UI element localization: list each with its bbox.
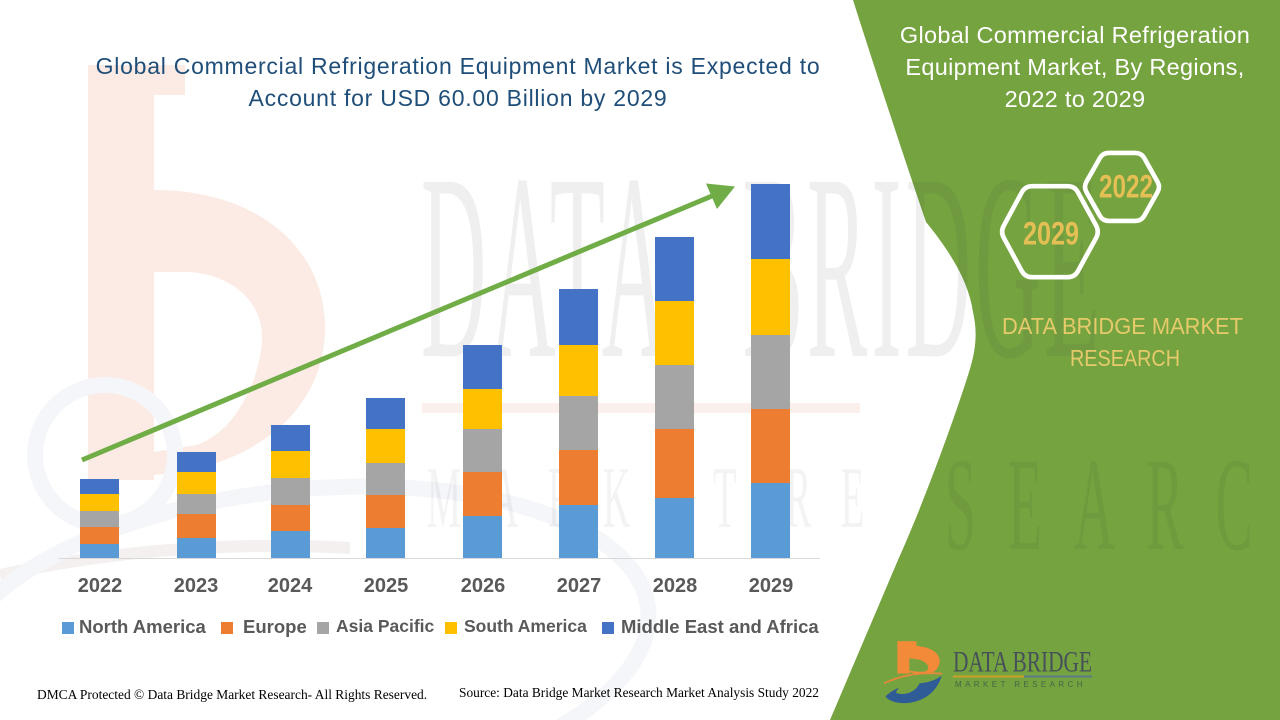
svg-text:MARKET RESEARCH: MARKET RESEARCH xyxy=(955,680,1086,689)
svg-text:2029: 2029 xyxy=(1023,216,1079,252)
svg-text:SEARCH: SEARCH xyxy=(945,432,1280,579)
svg-text:2022: 2022 xyxy=(1099,169,1153,205)
svg-text:RESEARCH: RESEARCH xyxy=(1070,345,1180,371)
svg-text:DATA BRIDGE: DATA BRIDGE xyxy=(953,646,1092,679)
svg-text:DATA BRIDGE MARKET: DATA BRIDGE MARKET xyxy=(1002,313,1243,339)
